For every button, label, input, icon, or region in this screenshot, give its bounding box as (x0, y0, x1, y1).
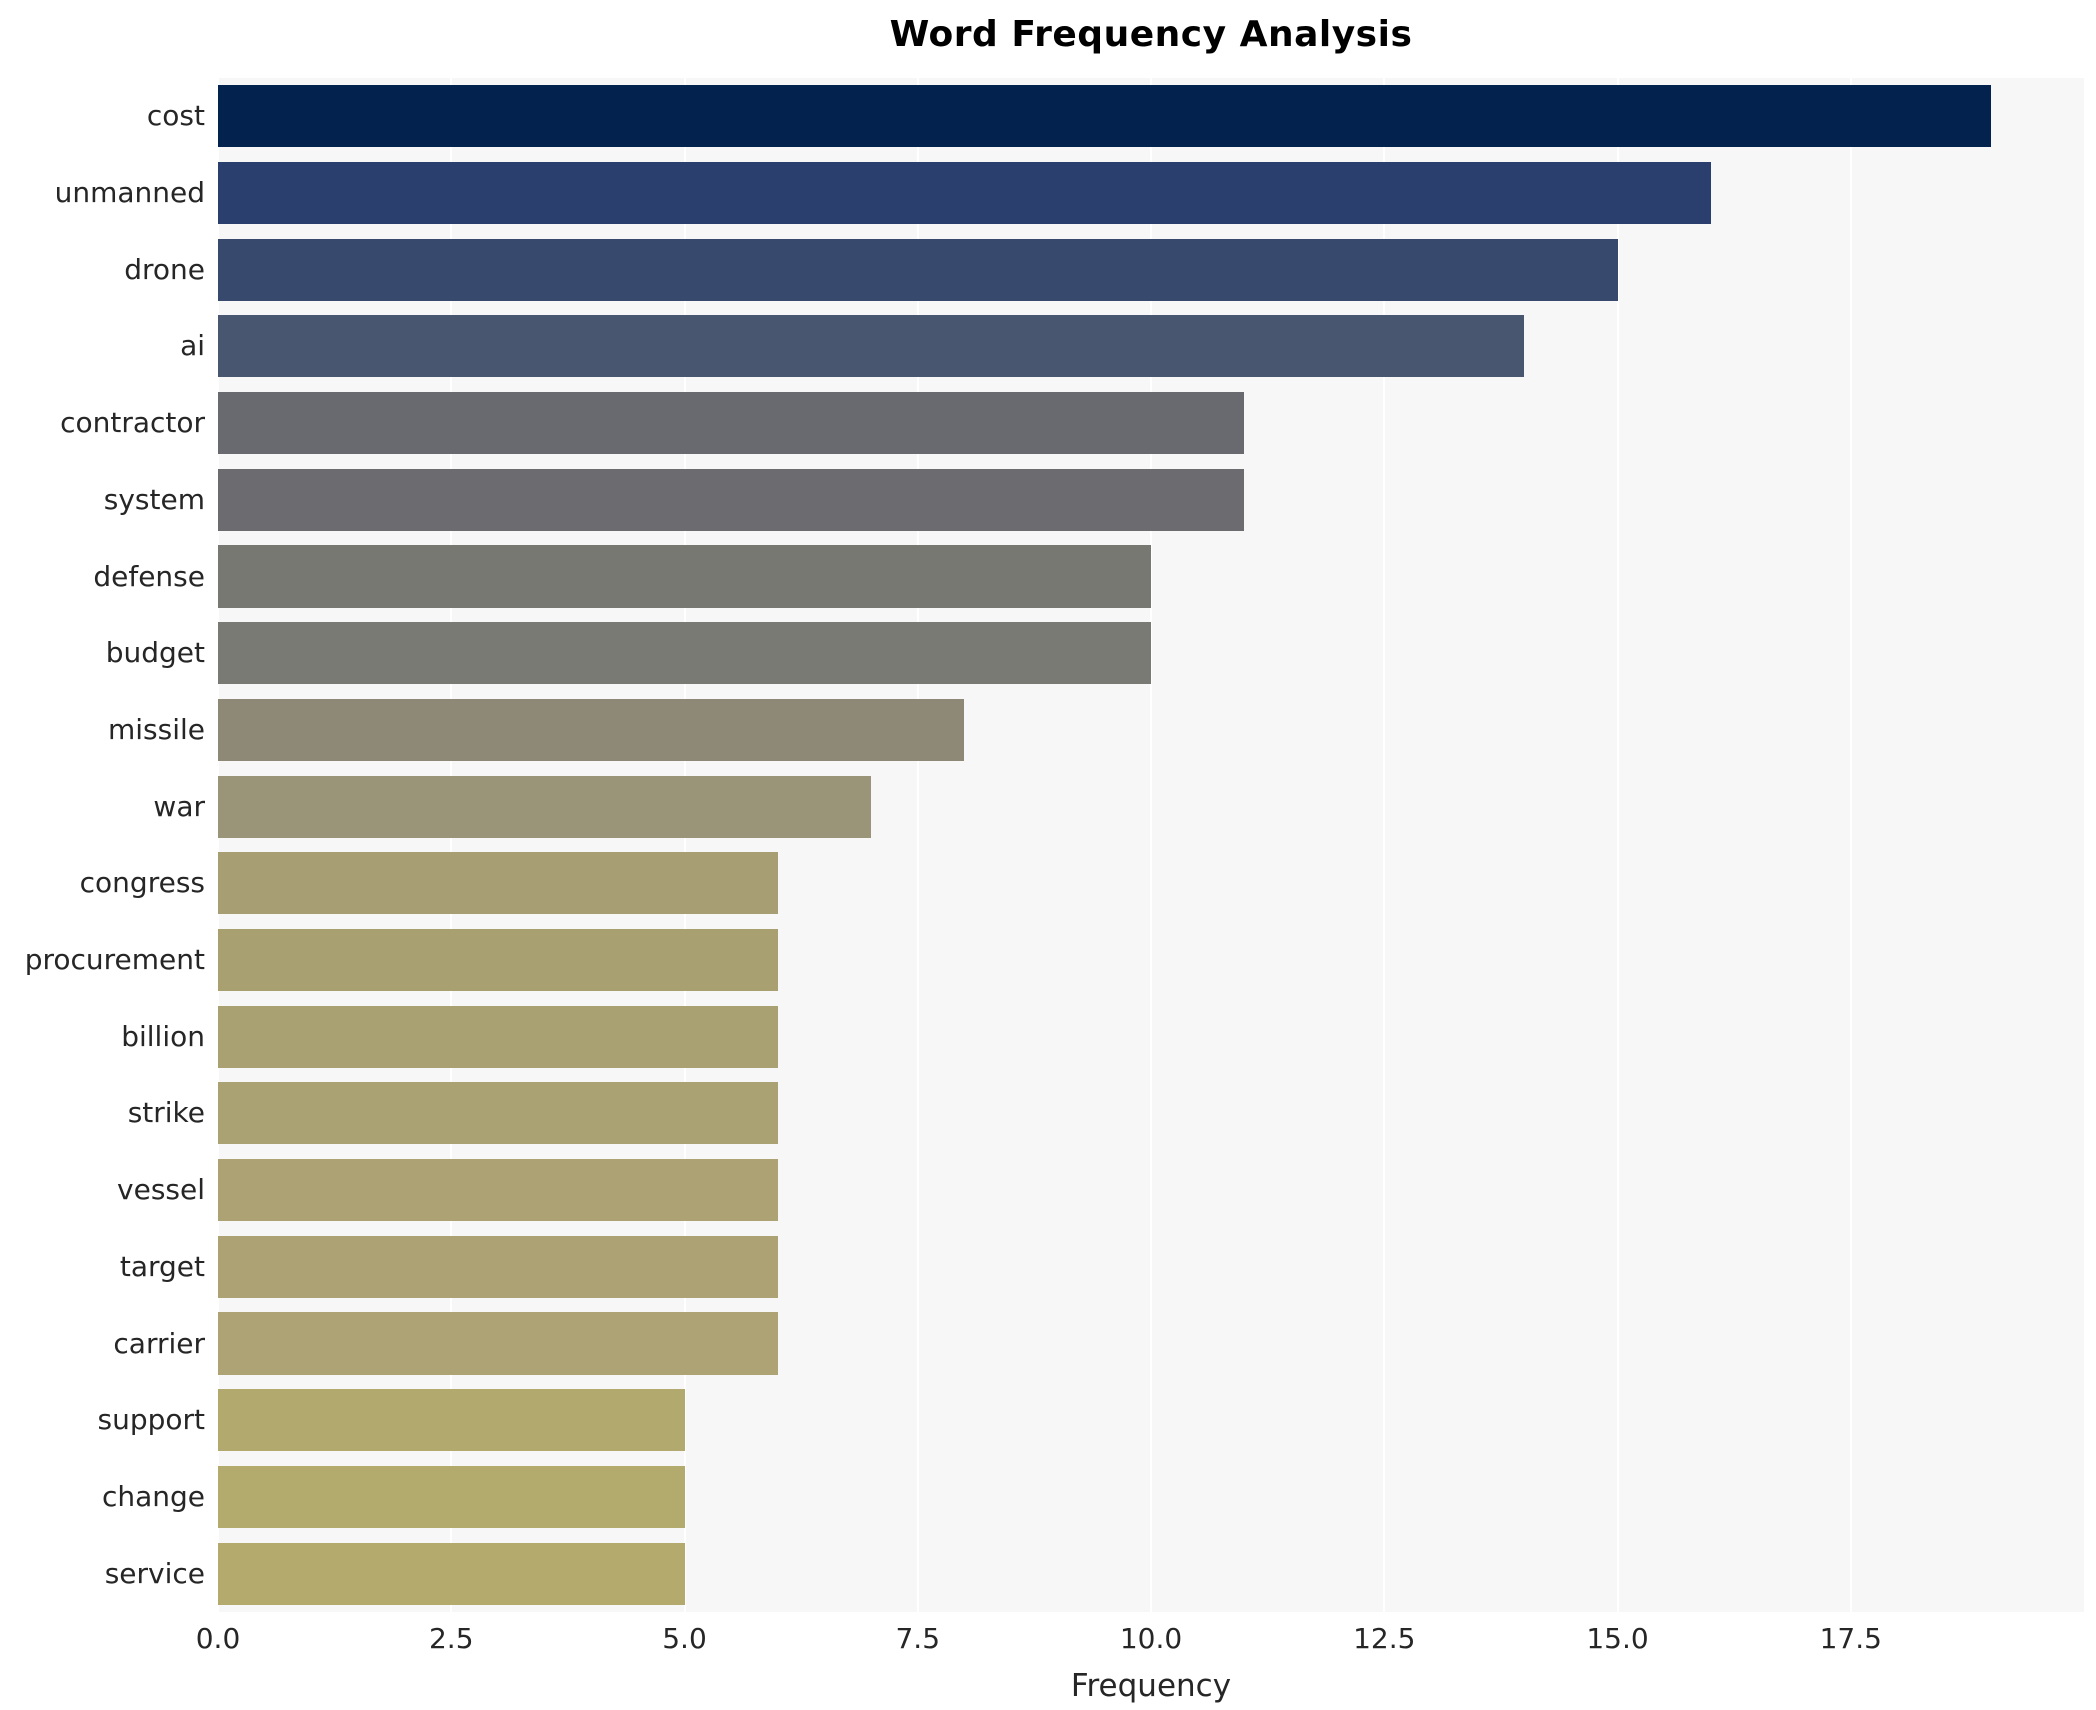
x-axis-label: Frequency (1070, 1668, 1232, 1704)
bar-service (218, 1542, 685, 1605)
bar-support (218, 1389, 685, 1452)
bar-row (218, 768, 2084, 845)
y-tick-label-contractor: contractor (60, 406, 205, 440)
x-tick-label-0.0: 0.0 (195, 1622, 241, 1655)
bar-row (218, 998, 2084, 1075)
bar-row (218, 78, 2084, 155)
y-tick-label-missile: missile (107, 712, 205, 746)
bar-row (218, 462, 2084, 539)
x-tick-label-2.5: 2.5 (428, 1622, 474, 1655)
x-tick-label-17.5: 17.5 (1819, 1622, 1882, 1655)
y-tick-label-unmanned: unmanned (54, 176, 205, 210)
gridline (683, 78, 686, 1612)
y-tick-label-change: change (101, 1479, 205, 1513)
bar-system (218, 468, 1245, 531)
y-tick-label-drone: drone (124, 252, 205, 286)
x-tick-label-12.5: 12.5 (1353, 1622, 1416, 1655)
gridline (1383, 78, 1386, 1612)
bar-budget (218, 622, 1151, 685)
y-tick-label-cost: cost (146, 99, 205, 133)
bar-defense (218, 545, 1151, 608)
bar-target (218, 1235, 778, 1298)
bar-row (218, 385, 2084, 462)
gridline (1150, 78, 1152, 1612)
bar-row (218, 692, 2084, 769)
gridline (217, 78, 219, 1612)
bar-drone (218, 238, 1618, 301)
y-tick-label-vessel: vessel (117, 1173, 205, 1207)
y-tick-label-carrier: carrier (113, 1326, 205, 1360)
y-tick-label-procurement: procurement (24, 943, 205, 977)
y-tick-label-target: target (119, 1249, 205, 1283)
bar-row (218, 308, 2084, 385)
bar-row (218, 615, 2084, 692)
bar-row (218, 922, 2084, 999)
bar-row (218, 1535, 2084, 1612)
bar-row (218, 1459, 2084, 1536)
bar-row (218, 538, 2084, 615)
bar-row (218, 1305, 2084, 1382)
x-tick-label-15.0: 15.0 (1586, 1622, 1649, 1655)
x-axis-ticks: 0.0 2.5 5.0 7.5 10.0 12.5 15.0 17.5 (196, 1622, 2084, 1662)
y-tick-label-defense: defense (93, 559, 205, 593)
bar-row (218, 1229, 2084, 1306)
bar-congress (218, 852, 778, 915)
x-tick-label-7.5: 7.5 (895, 1622, 941, 1655)
bar-row (218, 1382, 2084, 1459)
bar-row (218, 155, 2084, 232)
y-tick-label-service: service (104, 1556, 205, 1590)
bar-strike (218, 1082, 778, 1145)
chart-title: Word Frequency Analysis (889, 14, 1413, 55)
plot-area (217, 78, 2084, 1612)
bar-carrier (218, 1312, 778, 1375)
y-tick-label-billion: billion (121, 1019, 205, 1053)
x-tick-label-5.0: 5.0 (662, 1622, 707, 1655)
bar-contractor (218, 392, 1245, 455)
bar-missile (218, 698, 965, 761)
bar-billion (218, 1005, 778, 1068)
x-tick-label-10.0: 10.0 (1119, 1622, 1183, 1655)
y-tick-label-budget: budget (105, 636, 205, 670)
gridline (1616, 78, 1619, 1612)
bar-row (218, 1075, 2084, 1152)
gridline (450, 78, 453, 1612)
bar-row (218, 845, 2084, 922)
y-tick-label-support: support (97, 1403, 205, 1437)
gridline (1849, 78, 1852, 1612)
y-tick-label-congress: congress (79, 866, 205, 900)
bar-row (218, 231, 2084, 308)
bar-vessel (218, 1159, 778, 1222)
y-tick-label-war: war (153, 789, 205, 823)
bar-row (218, 1152, 2084, 1229)
y-tick-label-ai: ai (180, 329, 205, 363)
y-axis-labels: cost unmanned drone ai contractor system defen… (0, 78, 205, 1612)
bar-ai (218, 315, 1525, 378)
bar-cost (218, 85, 1991, 148)
bar-unmanned (218, 161, 1711, 225)
gridline (916, 78, 919, 1612)
bar-change (218, 1465, 685, 1528)
bar-procurement (218, 928, 778, 992)
bar-war (218, 775, 872, 838)
y-tick-label-system: system (103, 482, 205, 516)
y-tick-label-strike: strike (127, 1096, 205, 1130)
